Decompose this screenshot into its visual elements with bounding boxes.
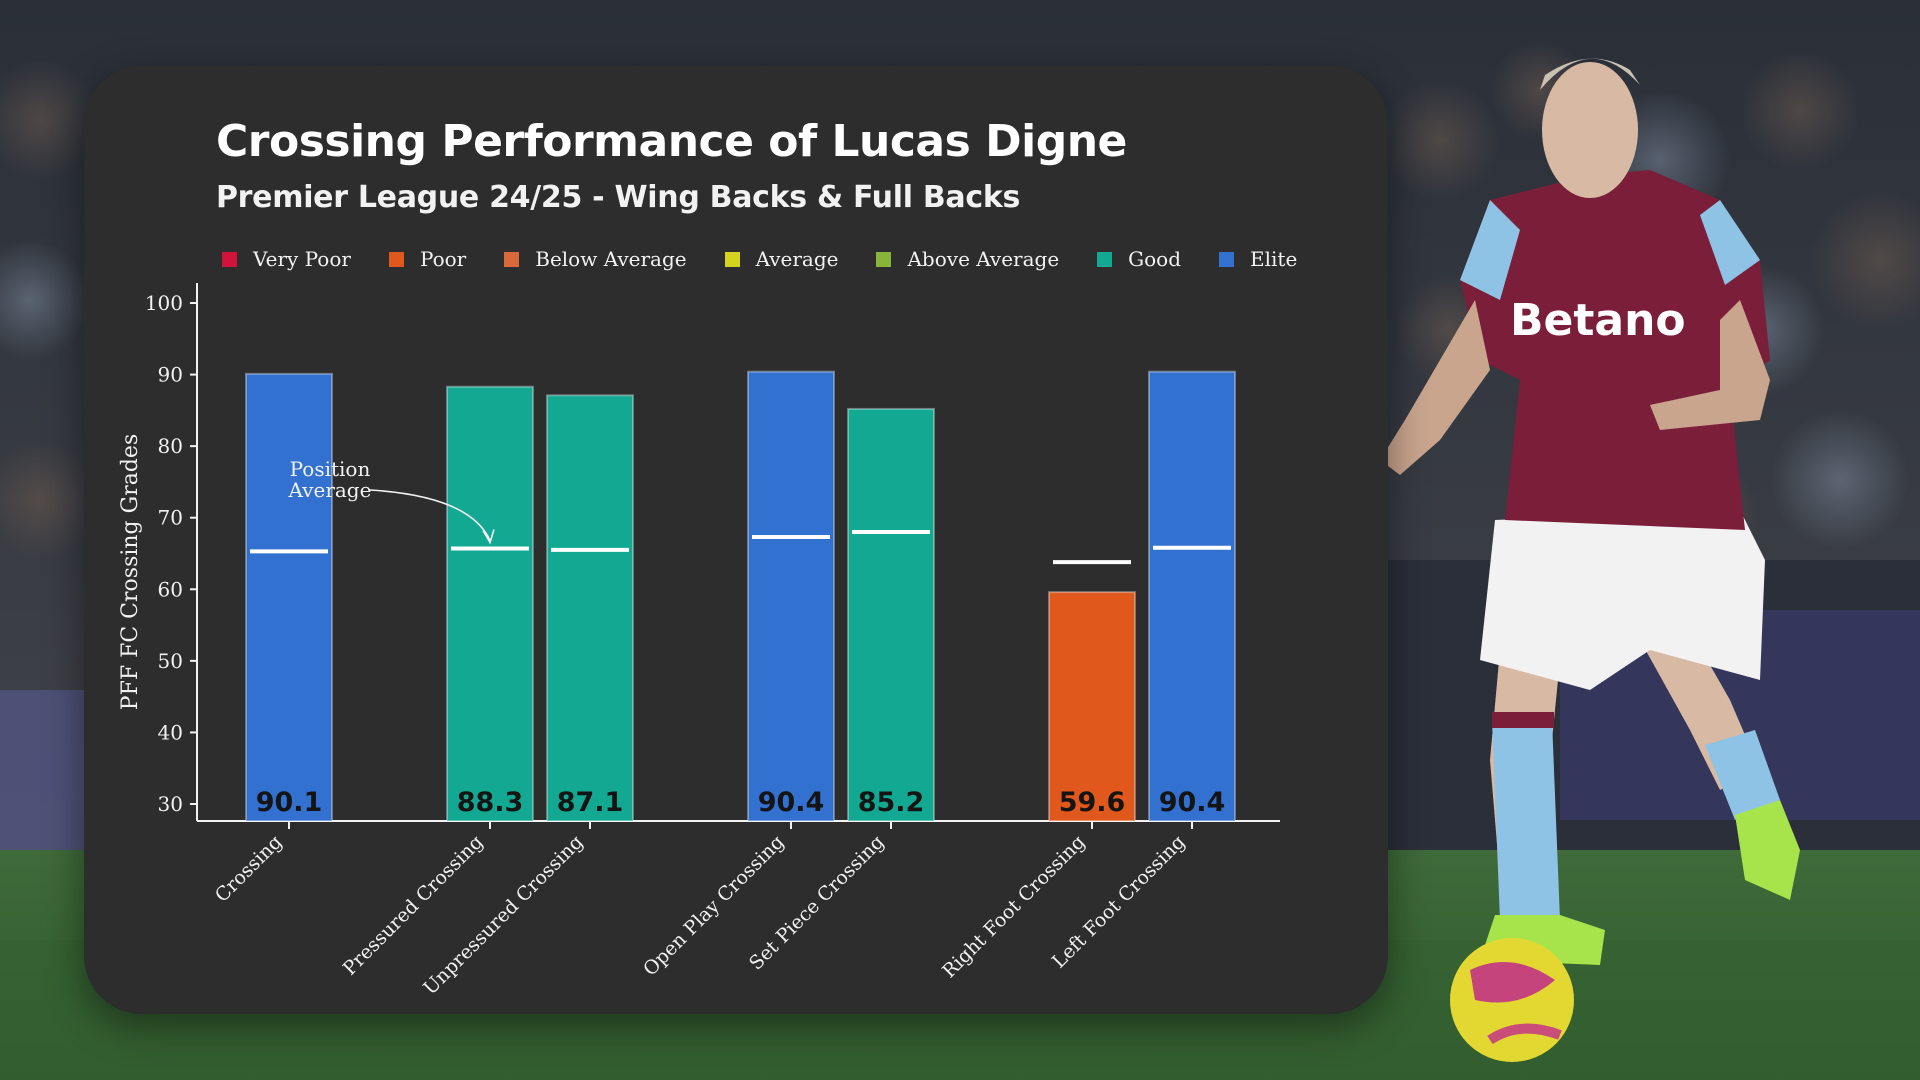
bar xyxy=(747,370,835,822)
bar-value-label: 90.4 xyxy=(1159,787,1226,818)
y-tick-label: 90 xyxy=(158,363,183,387)
svg-text:Betano: Betano xyxy=(1510,295,1686,346)
legend-swatch xyxy=(876,251,892,267)
legend-item: Above Average xyxy=(876,247,1059,271)
legend-label: Good xyxy=(1128,247,1182,271)
legend-item: Below Average xyxy=(504,247,687,271)
legend-label: Elite xyxy=(1250,247,1298,271)
legend-label: Very Poor xyxy=(253,247,351,271)
bar-value-label: 87.1 xyxy=(557,787,624,818)
y-tick-label: 80 xyxy=(158,434,183,458)
annotation-arrowhead xyxy=(482,529,495,545)
y-tick-label: 50 xyxy=(158,649,183,673)
legend-swatch xyxy=(1219,251,1235,267)
bar-value-label: 85.2 xyxy=(858,787,925,818)
legend-swatch xyxy=(222,251,237,267)
chart-subtitle: Premier League 24/25 - Wing Backs & Full… xyxy=(216,180,1021,215)
bar-value-label: 59.6 xyxy=(1059,787,1126,818)
legend-swatch xyxy=(1097,251,1113,267)
legend-label: Average xyxy=(755,247,839,271)
legend-item: Good xyxy=(1097,247,1181,271)
legend-swatch xyxy=(388,251,404,267)
bar xyxy=(847,407,935,822)
legend-item: Very Poor xyxy=(222,247,351,271)
legend-label: Above Average xyxy=(907,247,1060,271)
category-label: Unpressured Crossing xyxy=(419,831,587,999)
player-figure: Betano xyxy=(1380,58,1800,1062)
bar xyxy=(245,372,333,822)
annotation-arrow xyxy=(369,489,491,541)
y-axis-title: PFF FC Crossing Grades xyxy=(118,434,143,710)
legend-swatch xyxy=(504,251,520,267)
legend-swatch xyxy=(724,251,740,267)
bar-chart: 100 90 80 70 60 50 40 30 PFF FC Crossing Grades 9… xyxy=(84,66,1388,1014)
bar xyxy=(546,394,634,822)
legend-label: Poor xyxy=(419,247,467,271)
annotation-text: Average xyxy=(288,478,372,502)
bar-value-label: 88.3 xyxy=(457,787,524,818)
chart-card: Crossing Performance of Lucas Digne Prem… xyxy=(84,66,1388,1014)
legend-label: Below Average xyxy=(535,247,687,271)
y-tick-label: 40 xyxy=(158,720,183,744)
bar xyxy=(1148,370,1236,822)
bar xyxy=(446,385,534,822)
category-label: Crossing xyxy=(211,831,287,907)
annotation-text: Position xyxy=(290,457,371,481)
legend-item: Average xyxy=(724,247,839,271)
chart-legend: Very Poor Poor Below Average Average Above A… xyxy=(222,244,1335,274)
y-tick-label: 60 xyxy=(158,577,183,601)
y-tick-label: 100 xyxy=(145,291,183,315)
y-tick-label: 70 xyxy=(158,506,183,530)
bar-value-label: 90.1 xyxy=(256,787,323,818)
chart-title: Crossing Performance of Lucas Digne xyxy=(216,116,1127,167)
legend-item: Elite xyxy=(1219,247,1297,271)
y-tick-label: 30 xyxy=(158,792,183,816)
legend-item: Poor xyxy=(388,247,467,271)
bar-value-label: 90.4 xyxy=(758,787,825,818)
